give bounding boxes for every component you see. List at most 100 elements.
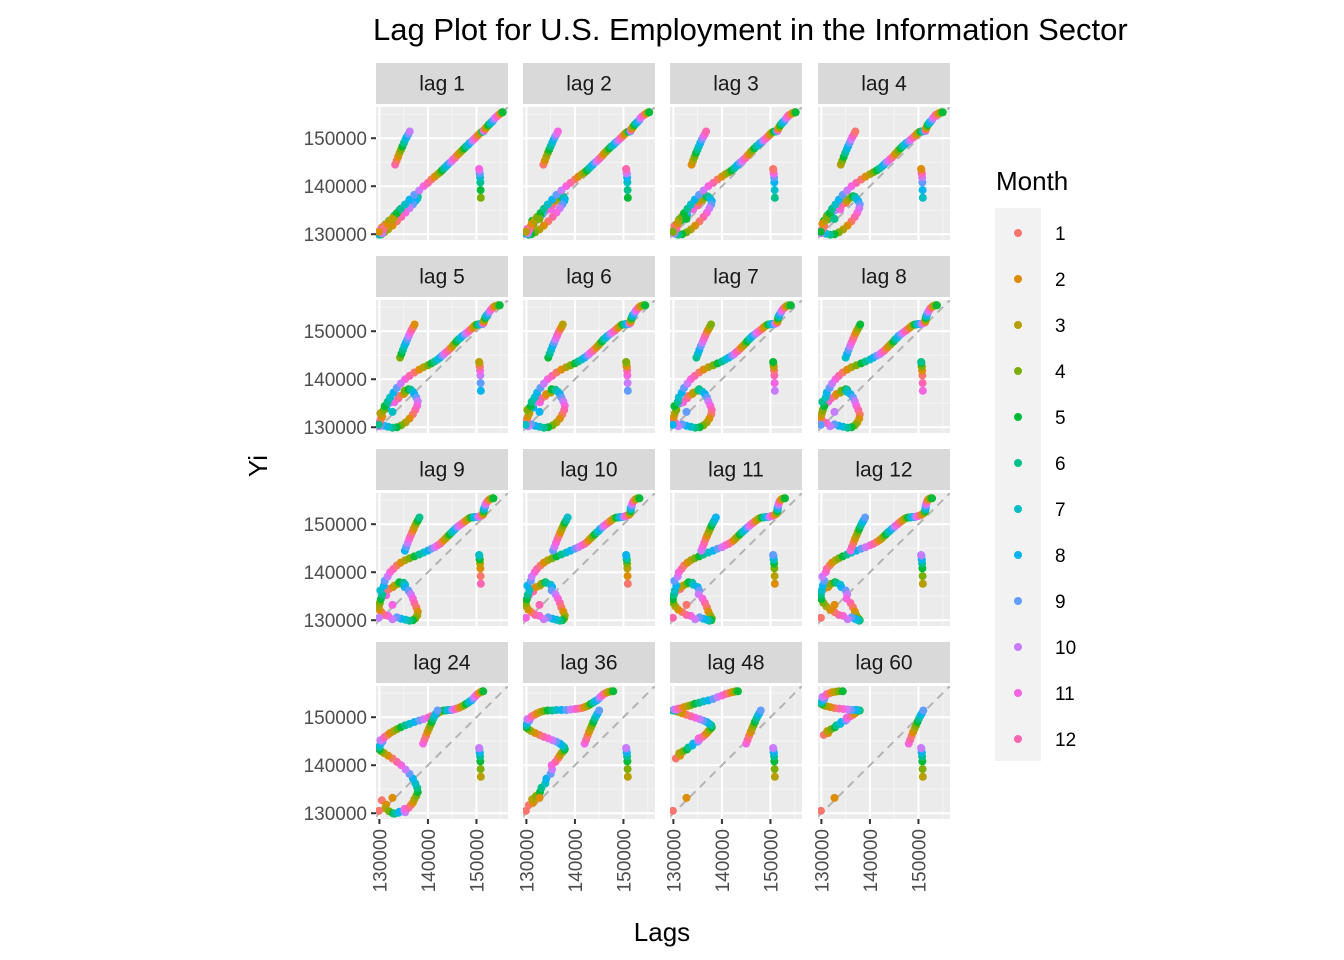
legend-label: 8: [1055, 546, 1066, 567]
facet-strip: [523, 642, 655, 683]
data-point: [595, 706, 604, 715]
data-point: [535, 214, 544, 223]
facet-strip-label: lag 12: [855, 459, 912, 482]
data-point: [770, 572, 779, 581]
facet-panel: lag 24 130000 140000 150000 130000 140000 1500…: [304, 642, 508, 892]
data-point: [770, 765, 779, 774]
facet-strip: [523, 63, 655, 104]
y-tick-label: 140000: [304, 563, 367, 584]
data-point: [856, 320, 865, 329]
facet-panel: lag 11: [670, 449, 802, 626]
x-tick-label: 130000: [812, 829, 833, 892]
data-point: [376, 420, 383, 429]
data-point: [769, 164, 778, 173]
data-point: [770, 193, 779, 202]
data-point: [553, 127, 562, 136]
legend-key: [1014, 229, 1022, 237]
data-point: [769, 550, 778, 559]
data-point: [376, 806, 383, 815]
data-point: [702, 127, 711, 136]
data-point: [498, 108, 507, 117]
facet-strip-label: lag 8: [861, 266, 907, 289]
data-point: [476, 579, 485, 588]
legend-title: Month: [996, 166, 1068, 196]
legend-key: [1014, 505, 1022, 513]
identity-reference-line: [818, 493, 950, 625]
data-point: [756, 706, 765, 715]
legend-key: [1014, 735, 1022, 743]
data-point: [623, 579, 632, 588]
data-point: [388, 407, 397, 416]
data-point: [818, 227, 825, 236]
data-point: [918, 572, 927, 581]
facet-strip: [670, 256, 802, 297]
facet-strip-label: lag 7: [713, 266, 759, 289]
facet-panel: lag 36 130000 140000 150000: [517, 642, 655, 892]
data-point: [707, 320, 716, 329]
facet-panel: lag 12: [818, 449, 950, 626]
legend-label: 11: [1055, 684, 1075, 705]
legend-key: [1014, 321, 1022, 329]
facet-strip-label: lag 48: [707, 652, 764, 675]
x-tick-label: 130000: [517, 829, 538, 892]
data-point: [770, 386, 779, 395]
data-point: [535, 407, 544, 416]
legend-label: 5: [1055, 408, 1066, 429]
data-point: [622, 743, 631, 752]
data-point: [682, 600, 691, 609]
data-point: [918, 193, 927, 202]
data-point: [818, 806, 825, 815]
data-point: [476, 572, 485, 581]
data-point: [523, 613, 530, 622]
x-tick-label: 130000: [370, 829, 391, 892]
facet-strip: [376, 256, 508, 297]
facet-strip-label: lag 3: [713, 73, 759, 96]
data-point: [918, 579, 927, 588]
data-point: [938, 108, 947, 117]
x-tick-label: 150000: [467, 829, 488, 892]
data-point: [388, 214, 397, 223]
data-point: [623, 186, 632, 195]
data-point: [932, 301, 941, 310]
data-point: [623, 193, 632, 202]
data-point: [476, 772, 485, 781]
x-tick-label: 140000: [713, 829, 734, 892]
x-tick-label: 150000: [909, 829, 930, 892]
y-tick-label: 130000: [304, 804, 367, 825]
facet-strip: [818, 256, 950, 297]
data-point: [770, 186, 779, 195]
data-point: [622, 550, 631, 559]
data-point: [622, 164, 631, 173]
data-point: [376, 227, 383, 236]
data-point: [830, 214, 839, 223]
data-point: [670, 613, 677, 622]
data-point: [830, 600, 839, 609]
data-point: [861, 513, 870, 522]
facet-strip: [818, 642, 950, 683]
legend-key-background: [995, 208, 1041, 761]
data-point: [476, 386, 485, 395]
x-tick-label: 130000: [664, 829, 685, 892]
legend-key: [1014, 459, 1022, 467]
x-tick-label: 140000: [861, 829, 882, 892]
data-point: [623, 386, 632, 395]
data-point: [733, 687, 742, 696]
data-point: [918, 379, 927, 388]
data-point: [479, 687, 488, 696]
data-point: [682, 214, 691, 223]
facet-panel: lag 60 130000 140000 150000: [812, 642, 950, 892]
data-point: [623, 772, 632, 781]
identity-reference-line: [376, 686, 508, 818]
data-point: [475, 357, 484, 366]
facet-strip-label: lag 11: [708, 459, 764, 482]
data-point: [670, 806, 677, 815]
facet-panel: lag 10: [523, 449, 655, 626]
chart-title: Lag Plot for U.S. Employment in the Info…: [373, 12, 1128, 47]
data-point: [415, 513, 424, 522]
data-point: [641, 301, 650, 310]
facet-strip: [376, 642, 508, 683]
data-point: [818, 420, 825, 429]
facet-strip-label: lag 60: [855, 652, 912, 675]
legend-key: [1014, 689, 1022, 697]
data-point: [830, 407, 839, 416]
